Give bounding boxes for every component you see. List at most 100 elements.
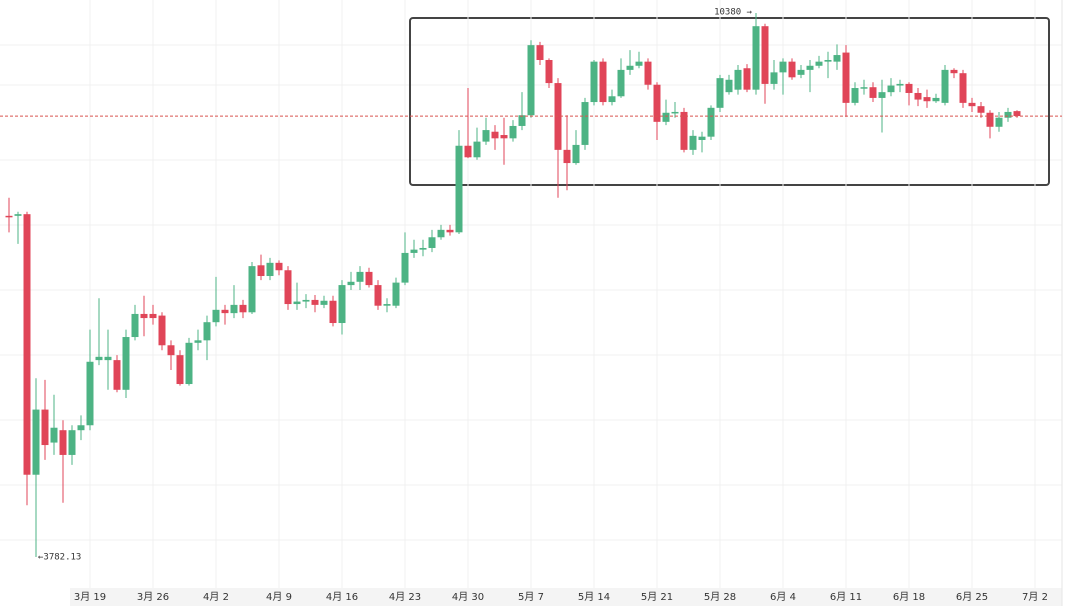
candle-body	[635, 61, 643, 66]
candle-body	[230, 304, 238, 314]
candle-body	[356, 271, 364, 282]
candle-body	[212, 309, 220, 323]
candle-body	[599, 61, 607, 103]
candle-body	[617, 69, 625, 97]
candle-body	[491, 131, 499, 139]
candle-body	[248, 266, 256, 313]
candle-body	[77, 425, 85, 431]
candle-body	[833, 55, 841, 62]
candle-body	[140, 313, 148, 319]
candle-body	[527, 45, 535, 116]
candle-body	[104, 356, 112, 361]
x-tick-label: 3月 26	[137, 591, 169, 603]
candle-body	[545, 59, 553, 84]
candle-body	[653, 84, 661, 122]
candle-body	[455, 145, 463, 233]
x-tick-label: 5月 28	[704, 591, 736, 603]
candle-body	[941, 69, 949, 103]
candle-body	[203, 322, 211, 341]
candle-body	[590, 61, 598, 103]
candle-body	[914, 92, 922, 100]
candle-body	[716, 78, 724, 108]
candle-body	[932, 97, 940, 102]
candle-body	[779, 61, 787, 73]
candle-body	[311, 299, 319, 305]
candle-body	[797, 69, 805, 75]
candle-body	[257, 265, 265, 277]
candle-body	[275, 262, 283, 271]
candle-body	[698, 136, 706, 140]
candle-body	[5, 215, 13, 218]
candle-body	[500, 135, 508, 139]
candle-body	[32, 409, 40, 475]
candle-body	[50, 427, 58, 443]
candle-body	[680, 111, 688, 150]
candle-body	[266, 262, 274, 277]
candle-body	[194, 340, 202, 343]
candle-body	[536, 45, 544, 60]
candle-body	[518, 115, 526, 126]
x-tick-label: 7月 2	[1022, 591, 1048, 603]
candle-body	[644, 61, 652, 85]
candle-body	[185, 342, 193, 385]
candle-body	[329, 300, 337, 324]
x-tick-label: 4月 30	[452, 591, 484, 603]
candle-body	[860, 87, 868, 89]
candle-body	[851, 88, 859, 103]
candle-body	[689, 135, 697, 150]
candle-body	[761, 26, 769, 84]
candle-body	[770, 72, 778, 84]
candle-body	[572, 144, 580, 164]
low-annotation: ←3782.13	[38, 553, 81, 563]
x-tick-label: 6月 18	[893, 591, 925, 603]
candle-body	[473, 141, 481, 158]
x-tick-label: 6月 4	[770, 591, 796, 603]
candle-body	[320, 300, 328, 305]
candle-body	[509, 125, 517, 139]
range-box	[409, 17, 1050, 186]
candle-body	[365, 271, 373, 286]
candle-body	[815, 61, 823, 66]
x-tick-label: 5月 14	[578, 591, 610, 603]
x-tick-label: 4月 9	[266, 591, 292, 603]
candle-body	[806, 65, 814, 70]
candle-body	[968, 102, 976, 107]
candle-body	[293, 301, 301, 305]
candle-body	[68, 430, 76, 455]
candle-body	[923, 97, 931, 102]
candle-body	[896, 83, 904, 86]
candle-body	[1004, 111, 1012, 118]
candle-body	[428, 237, 436, 248]
candle-body	[401, 252, 409, 283]
candle-body	[176, 355, 184, 385]
candle-body	[725, 79, 733, 93]
candle-body	[95, 356, 103, 361]
candle-body	[158, 315, 166, 346]
candle-body	[986, 112, 994, 127]
candle-body	[995, 117, 1003, 127]
candle-body	[1013, 111, 1021, 117]
candle-body	[419, 247, 427, 250]
candle-body	[905, 83, 913, 93]
candle-body	[608, 96, 616, 103]
candle-body	[131, 313, 139, 338]
candle-body	[41, 409, 49, 446]
candle-body	[437, 229, 445, 238]
candle-body	[410, 249, 418, 253]
candle-body	[59, 430, 67, 455]
candle-body	[788, 61, 796, 78]
x-tick-label: 6月 25	[956, 591, 988, 603]
candle-body	[887, 85, 895, 93]
candle-body	[671, 111, 679, 114]
candle-body	[383, 304, 391, 306]
candle-body	[86, 361, 94, 426]
x-tick-label: 4月 2	[203, 591, 229, 603]
candle-body	[239, 304, 247, 313]
candle-body	[14, 214, 22, 216]
candle-body	[950, 69, 958, 74]
candle-body	[221, 309, 229, 314]
candle-body	[662, 112, 670, 122]
candle-body	[464, 145, 472, 158]
